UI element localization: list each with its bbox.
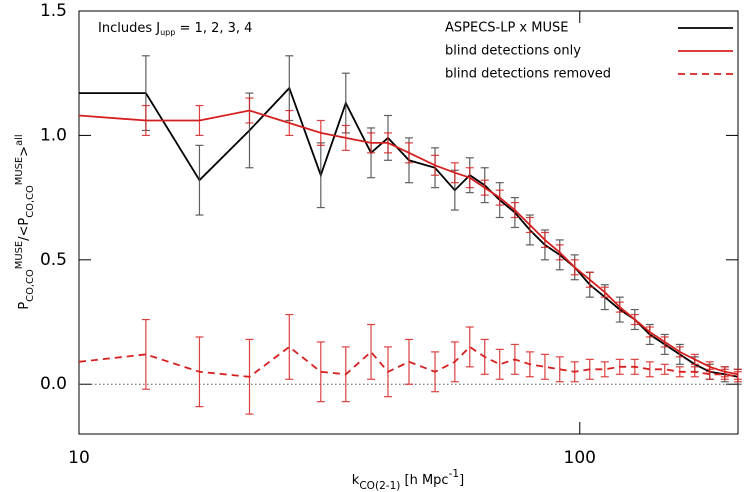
- error-bar: [585, 271, 594, 288]
- x-axis-label-part: -1: [449, 468, 460, 480]
- error-bar: [540, 231, 549, 248]
- error-bar: [195, 144, 204, 216]
- error-bar: [341, 124, 350, 151]
- y-axis-label-part: CO,CO: [25, 185, 36, 218]
- error-bar: [495, 348, 504, 380]
- x-axis-label-part: [h Mpc: [400, 473, 448, 488]
- error-bar: [245, 338, 254, 415]
- error-bar: [630, 313, 639, 326]
- error-bar: [525, 351, 534, 378]
- error-bar: [341, 346, 350, 403]
- error-bar: [316, 119, 325, 146]
- error-bar: [540, 353, 549, 380]
- legend-label: blind detections only: [445, 44, 581, 59]
- error-bar: [690, 366, 699, 378]
- error-bar: [660, 336, 669, 348]
- error-bar: [367, 132, 376, 154]
- error-bar: [630, 358, 639, 375]
- error-bar: [660, 363, 669, 375]
- y-axis-label-part: MUSE: [14, 241, 25, 269]
- x-tick-label: 100: [564, 448, 596, 468]
- error-bar: [555, 244, 564, 261]
- error-bar: [615, 358, 624, 375]
- error-bar: [690, 353, 699, 365]
- error-bar: [705, 368, 714, 380]
- error-bar: [510, 201, 519, 219]
- legend-label: blind detections removed: [445, 67, 611, 82]
- error-bar: [383, 132, 392, 154]
- y-axis-label-part: MUSE: [14, 157, 25, 185]
- y-axis-label-part: CO,CO: [25, 269, 36, 302]
- error-bar: [341, 72, 350, 134]
- y-tick-label: 1.5: [40, 1, 67, 21]
- x-axis-label: kCO(2-1) [h Mpc-1]: [352, 468, 464, 492]
- y-tick-label: 0.5: [40, 250, 67, 270]
- error-bar: [404, 142, 413, 164]
- error-bar: [285, 313, 294, 380]
- error-bar: [367, 323, 376, 380]
- error-bar: [555, 356, 564, 383]
- legend-label: ASPECS-LP x MUSE: [445, 21, 568, 36]
- y-axis-label-part: >: [17, 146, 32, 157]
- error-bar: [316, 341, 325, 403]
- error-bar: [525, 216, 534, 234]
- error-bar: [245, 97, 254, 124]
- error-bar: [585, 358, 594, 380]
- error-bar: [465, 167, 474, 189]
- error-bar: [675, 346, 684, 358]
- error-bar: [570, 259, 579, 276]
- error-bar: [431, 154, 440, 176]
- error-bar: [383, 346, 392, 398]
- error-bar: [450, 341, 459, 383]
- x-axis-label-part: ]: [459, 473, 464, 488]
- error-bar: [450, 162, 459, 184]
- y-axis-label: PCO,COMUSE/<PCO,COMUSE>all: [14, 134, 36, 309]
- y-axis-label-part: /<P: [17, 218, 32, 241]
- error-bar: [431, 351, 440, 393]
- y-axis-label-part: P: [17, 302, 32, 310]
- error-bar: [570, 361, 579, 383]
- y-tick-label: 1.0: [40, 125, 67, 145]
- x-tick-label: 10: [68, 448, 90, 468]
- annotation: Includes Jupp = 1, 2, 3, 4: [98, 21, 252, 38]
- error-bar: [600, 286, 609, 298]
- x-axis-label-part: k: [352, 473, 360, 488]
- error-bar: [495, 189, 504, 206]
- error-bar: [465, 326, 474, 368]
- annotation-part: = 1, 2, 3, 4: [175, 21, 252, 36]
- y-axis-label-part: all: [14, 134, 25, 146]
- error-bar: [645, 326, 654, 338]
- annotation-part: upp: [160, 28, 175, 37]
- error-bar: [720, 368, 729, 380]
- error-bar: [285, 109, 294, 137]
- error-bar: [141, 104, 150, 137]
- error-bar: [404, 338, 413, 385]
- x-axis-label-part: CO(2-1): [359, 480, 400, 492]
- error-bar: [316, 142, 325, 209]
- error-bar: [675, 366, 684, 378]
- error-bar: [480, 338, 489, 375]
- error-bar: [733, 371, 742, 383]
- plot-frame: [78, 10, 739, 435]
- error-bar: [600, 361, 609, 378]
- annotation-part: Includes J: [98, 21, 160, 36]
- error-bar: [141, 318, 150, 390]
- error-bar: [615, 301, 624, 313]
- error-bar: [510, 343, 519, 375]
- series-line: [79, 86, 738, 378]
- error-bar: [480, 179, 489, 196]
- error-bar: [195, 336, 204, 408]
- y-tick-label: 0.0: [40, 374, 67, 394]
- error-bar: [645, 361, 654, 378]
- error-bar: [195, 104, 204, 137]
